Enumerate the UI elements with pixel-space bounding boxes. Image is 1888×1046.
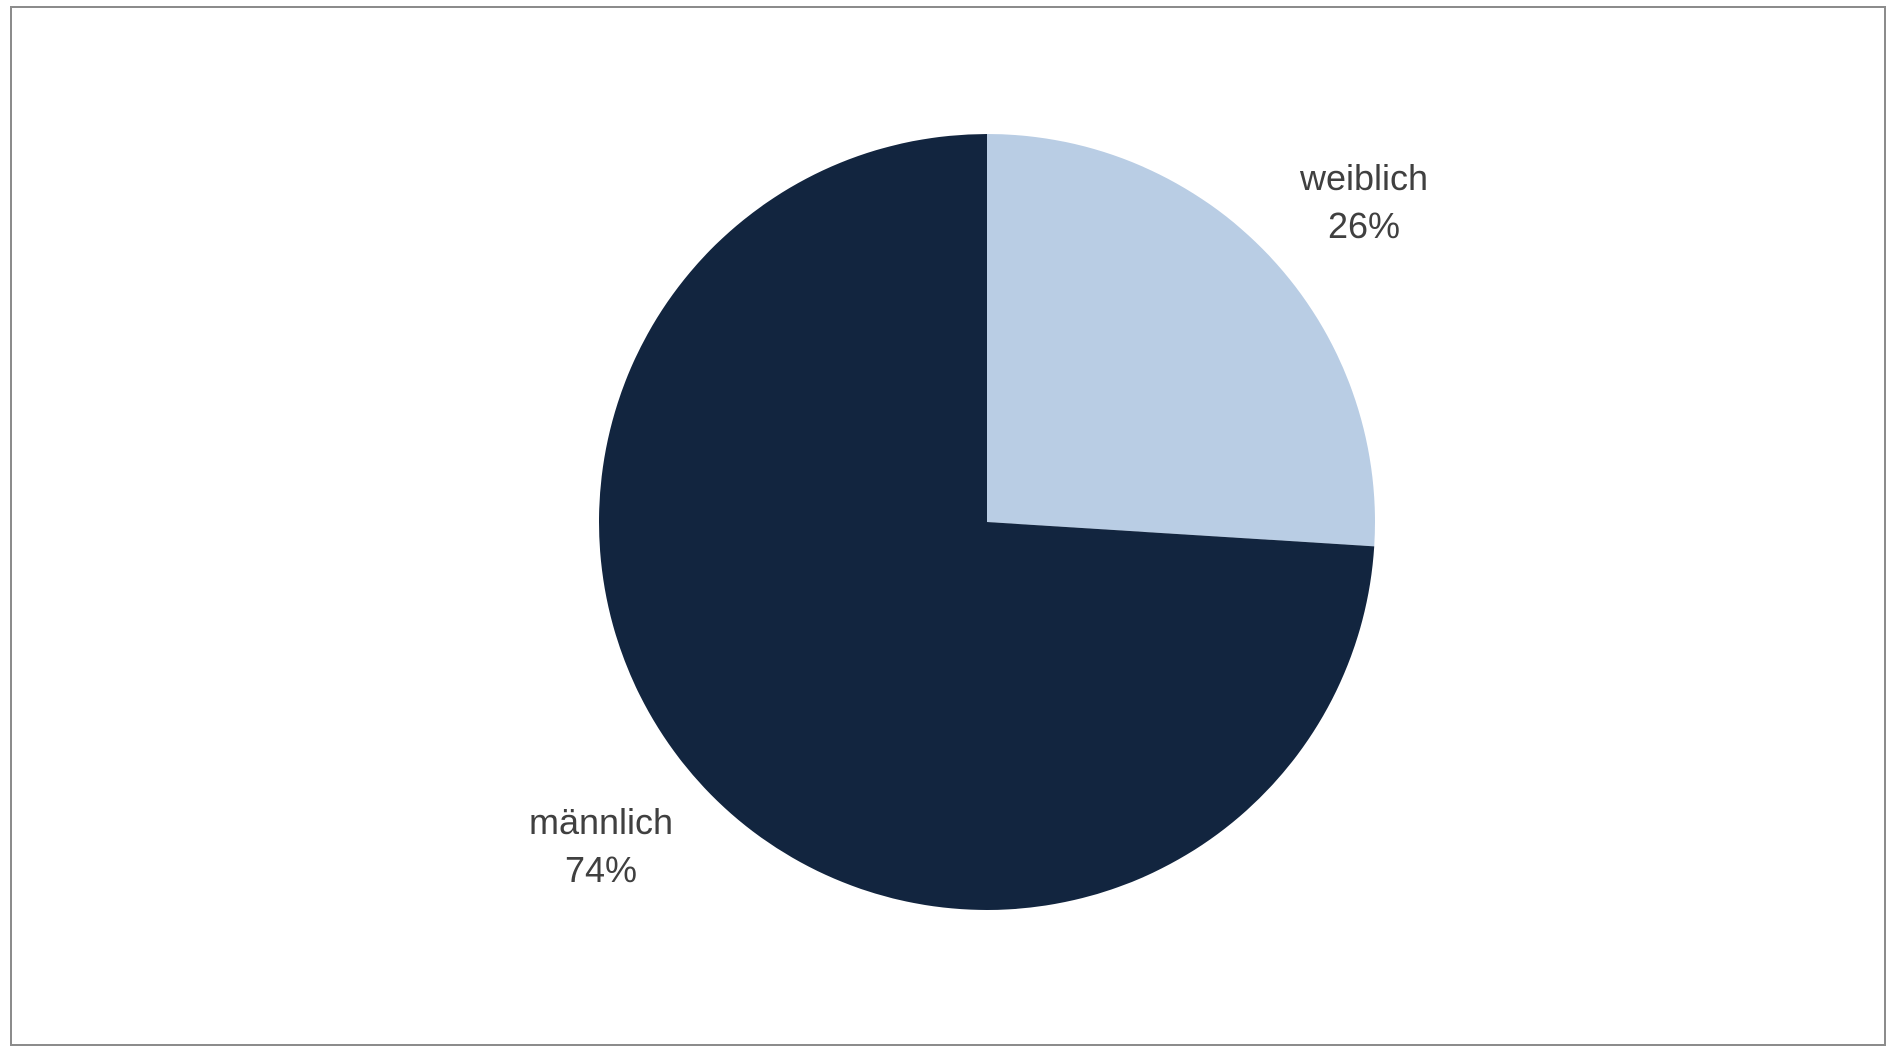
pie-slice-maennlich [598,134,1375,911]
slice-label-maennlich: männlich 74% [529,798,673,894]
pie-chart [598,134,1375,911]
slice-label-weiblich: weiblich 26% [1300,154,1428,250]
pie-slice-weiblich [987,134,1375,547]
slice-name-maennlich: männlich [528,801,674,842]
slice-percent-maennlich: 74% [564,849,638,890]
slice-percent-weiblich: 26% [1327,205,1401,246]
slice-name-weiblich: weiblich [1299,157,1429,198]
